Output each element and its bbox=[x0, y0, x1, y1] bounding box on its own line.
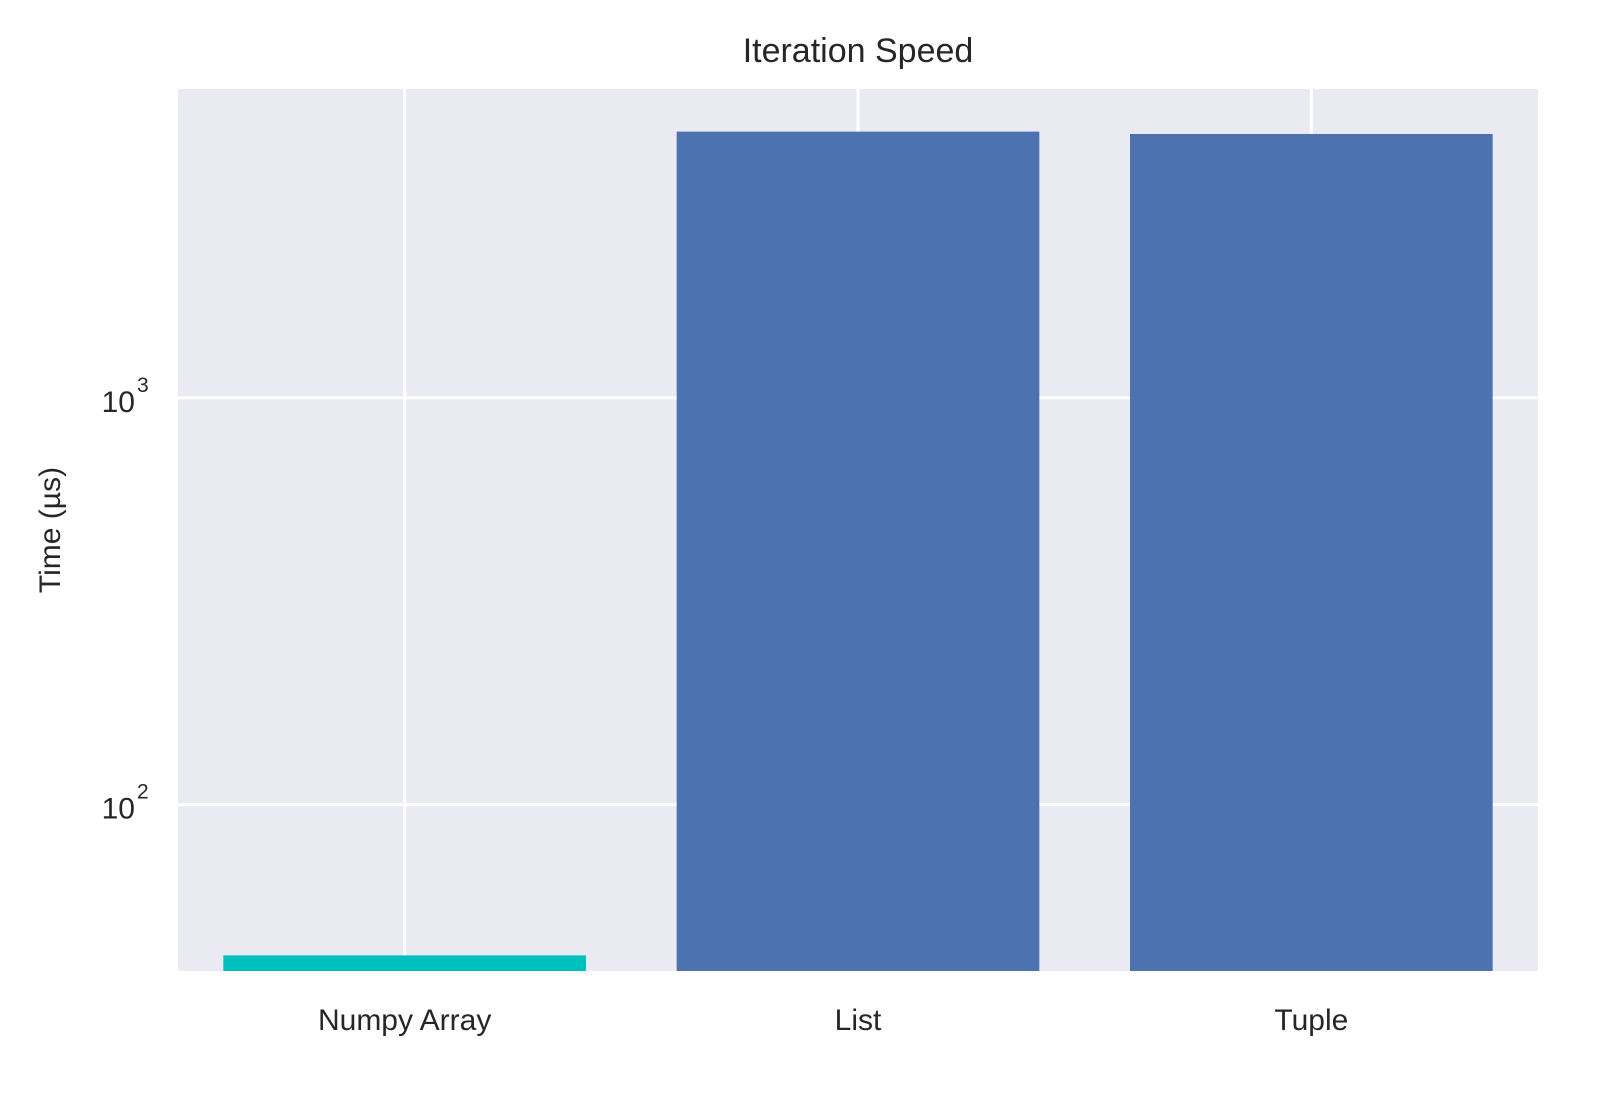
y-tick-exponent: 2 bbox=[137, 781, 149, 804]
bar-numpy-array bbox=[223, 955, 587, 971]
x-tick-label: Numpy Array bbox=[318, 1004, 491, 1037]
y-axis-label: Time (µs) bbox=[34, 467, 67, 593]
y-tick-label: 10 bbox=[102, 386, 135, 419]
bar-list bbox=[676, 131, 1040, 971]
x-tick-label: Tuple bbox=[1274, 1004, 1348, 1037]
bars bbox=[223, 131, 1493, 971]
bar-tuple bbox=[1130, 133, 1493, 971]
y-tick-exponent: 3 bbox=[137, 374, 149, 397]
chart-title: Iteration Speed bbox=[743, 32, 974, 70]
x-tick-label: List bbox=[835, 1004, 882, 1037]
x-tick-labels: Numpy Array List Tuple bbox=[318, 1004, 1348, 1037]
y-tick-label: 10 bbox=[102, 793, 135, 826]
